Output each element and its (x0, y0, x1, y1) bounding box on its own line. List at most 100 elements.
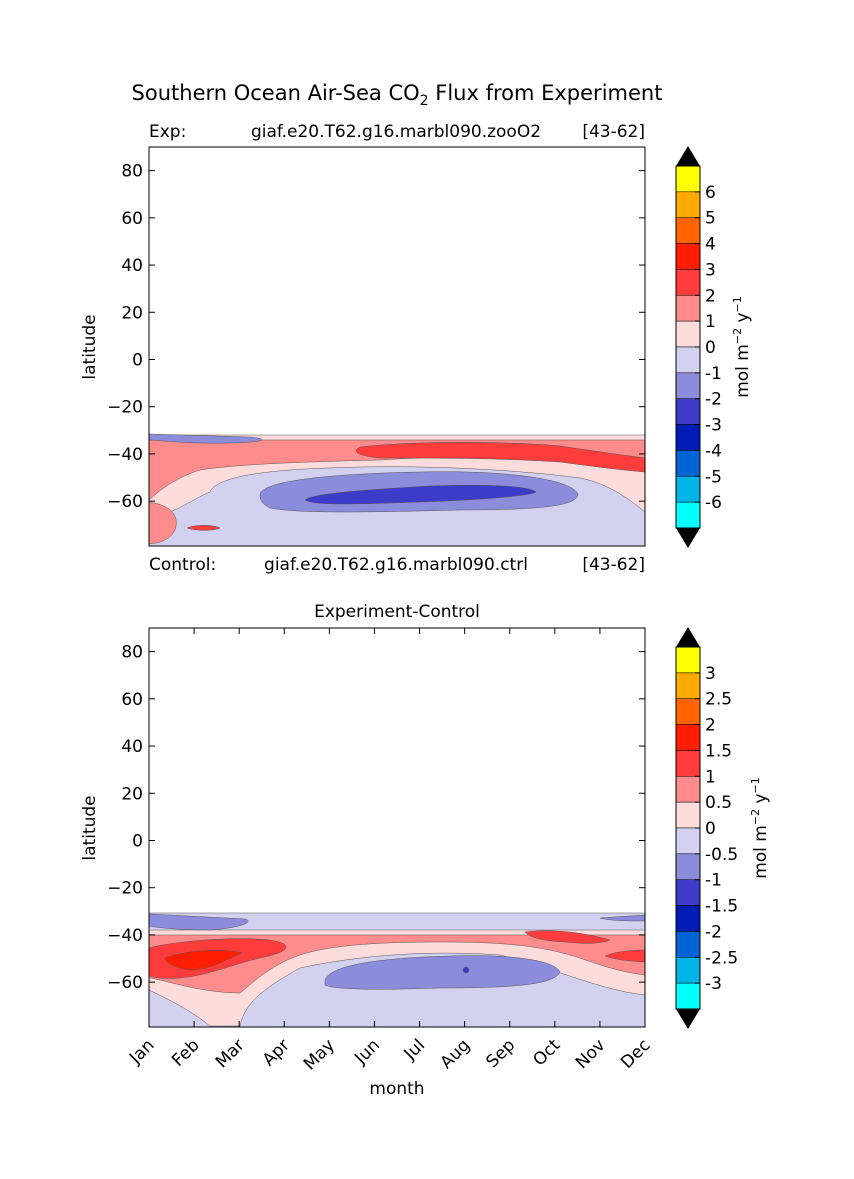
colorbar-swatch (675, 424, 701, 451)
y-tick-label: 40 (121, 256, 143, 276)
x-tick-label: May (300, 1035, 339, 1074)
colorbar-tick-label: 2.5 (705, 690, 732, 710)
colorbar-swatch (675, 243, 701, 270)
top-y-ticks: 80 60 40 20 0 −20 −40 −60 (107, 162, 645, 512)
top-level-neg2-neg1-north (149, 433, 263, 444)
bottom-y-ticks: 80 60 40 20 0 −20 −40 −60 (107, 643, 645, 993)
colorbar-swatch (675, 982, 701, 1010)
colorbar-tick-label: 0 (705, 819, 716, 839)
colorbar-tick-label: -2 (705, 922, 722, 942)
colorbar-swatch (675, 698, 701, 725)
top-colorbar-label: mol m−2 y−1 (731, 296, 753, 398)
colorbar-swatch (675, 217, 701, 244)
x-tick-label: Jul (400, 1035, 429, 1064)
colorbar-swatch (675, 346, 701, 374)
colorbar-swatch (675, 776, 701, 803)
x-tick-label: Aug (437, 1035, 475, 1073)
colorbar-tick-label: -5 (705, 467, 722, 487)
colorbar-swatch (675, 372, 701, 399)
bottom-level-15-2 (164, 950, 243, 971)
figure-title: Southern Ocean Air-Sea CO2 Flux from Exp… (132, 81, 663, 109)
colorbar-tick-label: 1 (705, 312, 716, 332)
colorbar-tick-label: -3 (705, 974, 722, 994)
y-tick-label: −60 (107, 973, 143, 993)
bottom-level-1-15-right (524, 930, 611, 944)
colorbar-swatch (675, 398, 701, 425)
y-tick-label: −60 (107, 492, 143, 512)
top-exp-years: [43-62] (582, 122, 645, 142)
colorbar-swatch (675, 646, 701, 674)
x-tick-label: Nov (572, 1035, 610, 1073)
colorbar-tick-label: -4 (705, 441, 722, 461)
colorbar-swatch (675, 476, 701, 503)
colorbar-swatch (675, 320, 701, 348)
colorbar-swatch (675, 853, 701, 880)
colorbar-tick-label: -0.5 (705, 845, 738, 865)
colorbar-tick-label: 0.5 (705, 793, 732, 813)
colorbar-swatch (675, 501, 701, 529)
colorbar-extend-max (676, 627, 700, 647)
bottom-x-axis-label: month (369, 1079, 424, 1099)
bottom-colorbar-label: mol m−2 y−1 (749, 777, 771, 879)
top-contour-field (149, 433, 645, 546)
bottom-axes-frame (148, 627, 646, 1028)
colorbar-tick-label: -1 (705, 364, 722, 384)
colorbar-swatch (675, 879, 701, 906)
colorbar-tick-label: -3 (705, 416, 722, 436)
y-tick-label: 20 (121, 784, 143, 804)
colorbar-tick-label: -2 (705, 390, 722, 410)
colorbar-swatch (675, 724, 701, 751)
y-tick-label: −20 (107, 398, 143, 418)
x-tick-label: Feb (168, 1035, 203, 1070)
top-control-case: giaf.e20.T62.g16.marbl090.ctrl (264, 555, 528, 575)
colorbar-extend-min (676, 528, 700, 548)
bottom-level-neg1-neg05-northeast (599, 914, 645, 922)
colorbar-swatch (675, 801, 701, 829)
colorbar-extend-min (676, 1009, 700, 1029)
bottom-y-axis-label: latitude (80, 795, 100, 860)
top-panel: Exp: giaf.e20.T62.g16.marbl090.zooO2 [43… (80, 122, 753, 575)
colorbar-swatch (675, 957, 701, 984)
colorbar-tick-label: 1 (705, 767, 716, 787)
colorbar-swatch (675, 750, 701, 777)
y-tick-label: 60 (121, 209, 143, 229)
colorbar-tick-label: -1 (705, 871, 722, 891)
x-tick-label: Apr (259, 1035, 294, 1070)
colorbar-tick-label: -6 (705, 493, 722, 513)
colorbar-swatch (675, 191, 701, 218)
colorbar-tick-label: -2.5 (705, 948, 738, 968)
colorbar-tick-label: 4 (705, 235, 716, 255)
top-axes-frame (148, 146, 646, 547)
colorbar-swatch (675, 931, 701, 958)
x-tick-label: Sep (482, 1035, 519, 1072)
bottom-level-neg1-neg05-north (149, 913, 249, 931)
colorbar-tick-label: 6 (705, 183, 716, 203)
top-control-label: Control: (149, 555, 216, 575)
colorbar-tick-label: 2 (705, 716, 716, 736)
top-level-2-3 (355, 442, 645, 473)
bottom-contour-field (149, 912, 645, 1027)
colorbar-tick-label: 3 (705, 664, 716, 684)
top-colorbar: 6 5 4 3 2 1 0 -1 -2 -3 -4 -5 -6 (675, 146, 722, 548)
y-tick-label: 80 (121, 643, 143, 663)
colorbar-swatch (675, 827, 701, 855)
x-tick-label: Dec (617, 1035, 654, 1072)
x-tick-label: Mar (212, 1035, 249, 1072)
colorbar-swatch (675, 450, 701, 477)
bottom-level-neg1-neg05 (324, 955, 561, 990)
y-tick-label: 60 (121, 690, 143, 710)
colorbar-tick-label: 5 (705, 209, 716, 229)
bottom-panel-title: Experiment-Control (314, 602, 480, 622)
y-tick-label: −20 (107, 879, 143, 899)
top-level-1-2-south (149, 501, 177, 545)
top-exp-case: giaf.e20.T62.g16.marbl090.zooO2 (251, 122, 541, 142)
colorbar-tick-label: 3 (705, 260, 716, 280)
top-level-2-3-small (186, 525, 221, 531)
top-exp-label: Exp: (149, 122, 186, 142)
colorbar-swatch (675, 295, 701, 322)
y-tick-label: 0 (132, 350, 143, 370)
y-tick-label: 40 (121, 737, 143, 757)
y-tick-label: −40 (107, 926, 143, 946)
y-tick-label: 0 (132, 831, 143, 851)
y-tick-label: 20 (121, 303, 143, 323)
